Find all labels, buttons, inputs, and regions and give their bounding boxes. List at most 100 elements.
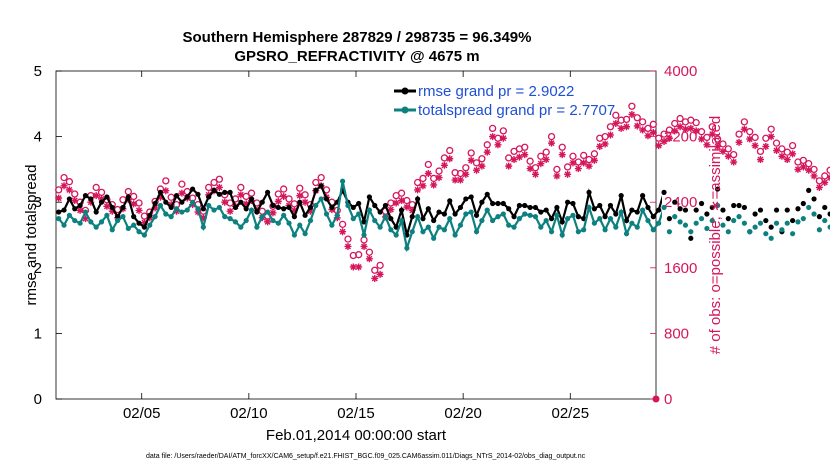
obs-assimilated-point [698, 135, 706, 143]
spread-point [709, 217, 715, 224]
obs-assimilated-point [773, 147, 781, 155]
spread-point [752, 224, 758, 230]
spread-point [516, 216, 522, 222]
spread-point [382, 214, 389, 220]
obs-assimilated-point [237, 191, 245, 199]
rmse-point [265, 189, 271, 195]
obs-assimilated-point [548, 139, 556, 147]
obs-possible-point [60, 173, 68, 182]
spread-point [190, 199, 196, 205]
spread-point [66, 212, 72, 218]
rmse-point [452, 211, 458, 217]
obs-assimilated-point [735, 138, 743, 146]
obs-possible-point [590, 150, 599, 158]
rmse-point [479, 199, 485, 205]
obs-possible-point [178, 180, 186, 188]
obs-possible-point [97, 188, 106, 197]
obs-assimilated-point [376, 270, 384, 278]
rmse-point [227, 189, 233, 195]
obs-possible-point [478, 155, 486, 163]
spread-point [216, 204, 222, 211]
spread-point [747, 229, 753, 235]
obs-possible-point [92, 183, 100, 192]
obs-possible-point [537, 152, 545, 160]
spread-point [672, 214, 678, 220]
rmse-point [602, 214, 608, 220]
plot-area [55, 70, 657, 400]
rmse-point [570, 200, 576, 207]
right-axis-zero-marker [652, 395, 660, 403]
obs-assimilated-point [585, 162, 593, 170]
obs-possible-point [574, 158, 582, 166]
right-y-axis-label: # of obs: o=possible; ∗=assimilated [707, 116, 724, 355]
rmse-point [157, 189, 164, 195]
obs-assimilated-point [108, 207, 116, 215]
obs-assimilated-point [242, 200, 250, 208]
rmse-point [356, 200, 362, 207]
rmse-point [784, 207, 790, 213]
obs-possible-point [526, 157, 534, 165]
obs-assimilated-point [531, 170, 539, 178]
obs-assimilated-point [140, 219, 148, 227]
obs-possible-point [671, 119, 679, 128]
rmse-point [773, 207, 780, 213]
obs-assimilated-point [767, 133, 775, 141]
obs-assimilated-point [724, 152, 732, 160]
spread-point [372, 217, 378, 224]
rmse-point [425, 206, 431, 212]
obs-assimilated-point [623, 123, 631, 131]
rmse-point [61, 207, 67, 213]
spread-point [548, 229, 555, 235]
spread-point [575, 229, 581, 235]
obs-assimilated-point [371, 274, 379, 282]
obs-possible-point [612, 111, 620, 119]
spread-point [195, 206, 201, 212]
rmse-point [495, 200, 501, 207]
obs-possible-point [692, 119, 700, 127]
rmse-point [741, 204, 747, 211]
obs-assimilated-point [344, 242, 352, 250]
obs-assimilated-point [446, 155, 454, 163]
rmse-point [656, 207, 662, 213]
rmse-point [382, 202, 389, 209]
rmse-point [329, 204, 335, 211]
rmse-point [672, 199, 678, 205]
rmse-point [259, 199, 265, 205]
spread-point [495, 214, 501, 220]
obs-assimilated-point [55, 194, 63, 202]
spread-point [120, 214, 126, 220]
rmse-point [77, 202, 83, 209]
rmse-point [420, 216, 426, 222]
rmse-point [88, 196, 94, 202]
obs-possible-point [756, 147, 765, 156]
obs-assimilated-point [590, 156, 598, 164]
right-y-tick-label: 2400 [664, 194, 697, 211]
spread-point [816, 227, 822, 233]
obs-assimilated-point [301, 198, 309, 206]
obs-possible-point [413, 178, 422, 187]
spread-point [238, 224, 244, 230]
obs-possible-point [237, 183, 245, 192]
obs-possible-point [826, 166, 830, 174]
obs-possible-point [210, 178, 218, 187]
legend-spread-label: totalspread grand pr = 2.7707 [418, 102, 615, 119]
rmse-point [291, 214, 297, 220]
obs-assimilated-point [526, 165, 534, 173]
obs-assimilated-point [462, 170, 470, 178]
spread-point [275, 220, 281, 226]
rmse-point [650, 214, 656, 220]
obs-possible-point [531, 164, 540, 172]
rmse-point [141, 224, 147, 230]
obs-assimilated-point [564, 170, 572, 178]
obs-assimilated-point [360, 242, 368, 250]
rmse-point [361, 219, 367, 225]
spread-point [795, 219, 801, 225]
spread-point [200, 224, 206, 230]
obs-possible-point [65, 178, 74, 186]
obs-assimilated-point [676, 123, 684, 131]
rmse-point [538, 209, 544, 215]
obs-possible-point [456, 169, 465, 178]
spread-point [222, 214, 228, 220]
rmse-point [270, 202, 276, 209]
rmse-point [645, 204, 651, 211]
